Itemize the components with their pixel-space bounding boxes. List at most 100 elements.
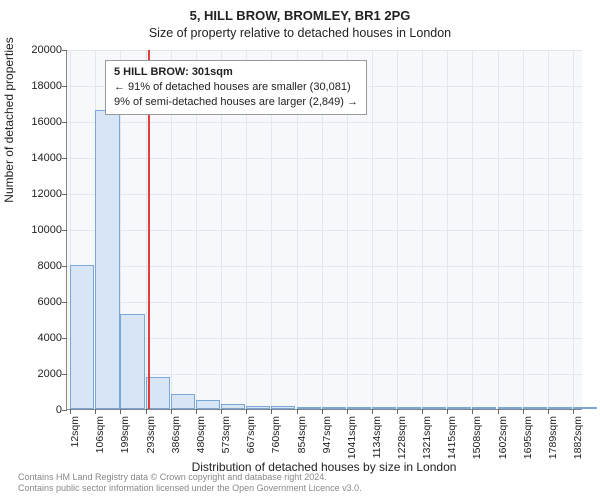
xtick-label: 1321sqm	[421, 416, 433, 476]
histogram-bar	[120, 314, 144, 409]
xtick-mark	[447, 409, 448, 414]
histogram-bar	[372, 407, 396, 409]
xtick-label: 1415sqm	[446, 416, 458, 476]
histogram-bar	[221, 404, 245, 409]
xtick-mark	[246, 409, 247, 414]
gridline-v	[397, 50, 398, 409]
ytick-label: 2000	[12, 368, 62, 380]
xtick-mark	[146, 409, 147, 414]
xtick-mark	[196, 409, 197, 414]
histogram-bar	[573, 407, 597, 409]
xtick-mark	[171, 409, 172, 414]
xtick-mark	[120, 409, 121, 414]
xtick-label: 1789sqm	[547, 416, 559, 476]
histogram-bar	[447, 407, 471, 409]
ytick-label: 12000	[12, 188, 62, 200]
xtick-label: 1228sqm	[396, 416, 408, 476]
gridline-v	[523, 50, 524, 409]
xtick-mark	[347, 409, 348, 414]
ytick-label: 20000	[12, 44, 62, 56]
ytick-mark	[62, 410, 67, 411]
histogram-bar	[171, 394, 195, 409]
xtick-label: 1041sqm	[346, 416, 358, 476]
xtick-mark	[498, 409, 499, 414]
gridline-h	[67, 230, 582, 231]
xtick-mark	[397, 409, 398, 414]
xtick-mark	[297, 409, 298, 414]
xtick-mark	[70, 409, 71, 414]
ytick-label: 16000	[12, 116, 62, 128]
ytick-label: 18000	[12, 80, 62, 92]
ytick-label: 14000	[12, 152, 62, 164]
gridline-v	[548, 50, 549, 409]
xtick-label: 947sqm	[321, 416, 333, 476]
gridline-v	[472, 50, 473, 409]
ytick-mark	[62, 374, 67, 375]
xtick-label: 573sqm	[220, 416, 232, 476]
xtick-label: 480sqm	[195, 416, 207, 476]
xtick-label: 667sqm	[245, 416, 257, 476]
ytick-mark	[62, 230, 67, 231]
xtick-label: 106sqm	[94, 416, 106, 476]
annotation-line2: ← 91% of detached houses are smaller (30…	[114, 80, 358, 95]
chart-title-sub: Size of property relative to detached ho…	[0, 26, 600, 40]
ytick-mark	[62, 194, 67, 195]
gridline-h	[67, 122, 582, 123]
ytick-mark	[62, 122, 67, 123]
xtick-mark	[472, 409, 473, 414]
ytick-label: 8000	[12, 260, 62, 272]
xtick-mark	[322, 409, 323, 414]
histogram-bar	[271, 406, 295, 409]
annotation-box: 5 HILL BROW: 301sqm← 91% of detached hou…	[105, 60, 367, 115]
xtick-mark	[573, 409, 574, 414]
gridline-h	[67, 266, 582, 267]
xtick-label: 1695sqm	[522, 416, 534, 476]
xtick-mark	[523, 409, 524, 414]
gridline-h	[67, 194, 582, 195]
xtick-label: 1602sqm	[497, 416, 509, 476]
histogram-bar	[422, 407, 446, 409]
annotation-line1: 5 HILL BROW: 301sqm	[114, 65, 358, 80]
xtick-mark	[221, 409, 222, 414]
ytick-mark	[62, 302, 67, 303]
gridline-h	[67, 50, 582, 51]
histogram-bar	[196, 400, 220, 409]
annotation-line3: 9% of semi-detached houses are larger (2…	[114, 95, 358, 110]
xtick-label: 12sqm	[69, 416, 81, 476]
xtick-mark	[372, 409, 373, 414]
histogram-bar	[347, 407, 371, 409]
xtick-label: 386sqm	[170, 416, 182, 476]
histogram-bar	[70, 265, 94, 409]
ytick-label: 0	[12, 404, 62, 416]
xtick-mark	[548, 409, 549, 414]
ytick-mark	[62, 86, 67, 87]
ytick-mark	[62, 338, 67, 339]
gridline-h	[67, 302, 582, 303]
gridline-v	[447, 50, 448, 409]
gridline-v	[498, 50, 499, 409]
ytick-mark	[62, 50, 67, 51]
xtick-label: 1508sqm	[471, 416, 483, 476]
gridline-v	[422, 50, 423, 409]
ytick-label: 10000	[12, 224, 62, 236]
histogram-bar	[548, 407, 572, 409]
plot-area: 5 HILL BROW: 301sqm← 91% of detached hou…	[66, 50, 582, 410]
histogram-bar	[498, 407, 522, 409]
xtick-label: 854sqm	[296, 416, 308, 476]
histogram-bar	[246, 406, 270, 409]
chart-title-main: 5, HILL BROW, BROMLEY, BR1 2PG	[0, 8, 600, 23]
xtick-mark	[95, 409, 96, 414]
histogram-bar	[523, 407, 547, 409]
histogram-bar	[322, 407, 346, 409]
histogram-bar	[472, 407, 496, 409]
xtick-label: 760sqm	[270, 416, 282, 476]
xtick-label: 1134sqm	[371, 416, 383, 476]
gridline-h	[67, 158, 582, 159]
xtick-label: 1882sqm	[572, 416, 584, 476]
xtick-mark	[271, 409, 272, 414]
ytick-label: 4000	[12, 332, 62, 344]
ytick-mark	[62, 266, 67, 267]
copyright-line2: Contains public sector information licen…	[18, 483, 362, 494]
histogram-bar	[297, 407, 321, 409]
xtick-mark	[422, 409, 423, 414]
